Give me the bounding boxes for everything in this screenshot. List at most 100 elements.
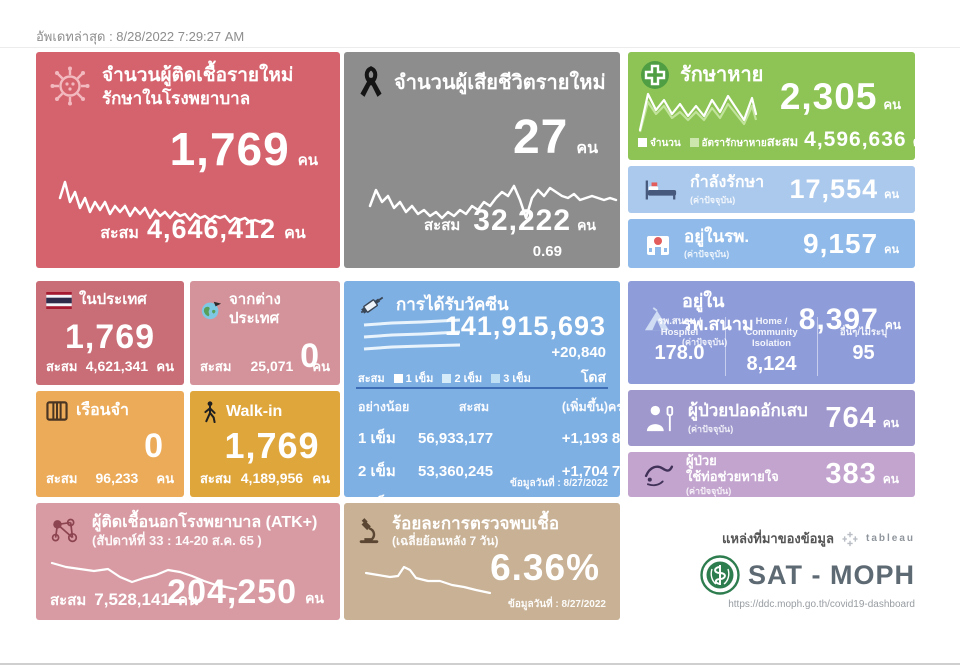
new-deaths-unit: คน [576, 140, 598, 157]
breakdown-home-isolation: Home / Community Isolation 8,124 [725, 316, 817, 376]
new-deaths-value: 27 [512, 111, 569, 164]
new-cases-cum-value: 4,646,412 [146, 214, 277, 244]
dose2-swatch [442, 374, 452, 383]
walkin-cum-unit: คน [312, 471, 330, 486]
panel-domestic[interactable]: ในประเทศ 1,769 สะสม 4,621,341 คน [36, 281, 184, 385]
medical-cross-icon [640, 60, 670, 90]
vaccine-row3-delta: +17,943 [530, 496, 608, 497]
panel-abroad[interactable]: จากต่างประเทศ 0 สะสม 25,071 คน [190, 281, 340, 385]
tableau-wordmark: tableau [865, 533, 915, 544]
vaccine-delta: +20,840 [551, 344, 606, 361]
panel-atk[interactable]: ผู้ติดเชื้อนอกโรงพยาบาล (ATK+) (สัปดาห์ท… [36, 503, 340, 620]
pneumonia-subtitle: (ค่าปัจจุบัน) [688, 423, 734, 434]
source-name: SAT - MOPH [748, 559, 915, 590]
walkin-title: Walk-in [226, 403, 283, 420]
breakdown-hospitel: รพ.สนาม / Hospitel 178.0 [634, 316, 725, 376]
field-hospital-value: 8,397 [798, 302, 879, 336]
breakdown-home-isolation-value: 8,124 [746, 353, 797, 375]
patient-iv-icon [644, 403, 676, 433]
vaccine-trend-lines [363, 318, 461, 351]
panel-recovered[interactable]: รักษาหาย 2,305 คน จำนวน อัตรารักษาหาย สะ… [628, 52, 915, 160]
ventilator-title-line1: ผู้ป่วย [686, 453, 717, 469]
panel-new-deaths[interactable]: จำนวนผู้เสียชีวิตรายใหม่ 27 คน สะสม 32,2… [344, 52, 620, 268]
breakdown-other-value: 95 [852, 342, 875, 365]
vaccine-table: อย่างน้อย สะสม (เพิ่มขึ้น) ครอบคลุม 1 เข… [358, 397, 620, 497]
abroad-cum-label: สะสม [200, 359, 232, 374]
new-deaths-rate: 0.69 [532, 243, 562, 260]
vaccine-divider [356, 387, 608, 389]
panel-pneumonia[interactable]: ผู้ป่วยปอดอักเสบ (ค่าปัจจุบัน) 764 คน [628, 390, 915, 446]
prison-title: เรือนจำ [76, 402, 129, 419]
breakdown-other-label: อื่นๆ/ไม่ระบุ [839, 327, 888, 339]
panel-in-treatment[interactable]: กำลังรักษา (ค่าปัจจุบัน) 17,554 คน [628, 166, 915, 213]
vaccine-row1-cum: 56,933,177 [418, 430, 494, 447]
dose1-swatch [393, 374, 403, 383]
in-hospital-value: 9,157 [803, 227, 879, 259]
breakdown-hospitel-value: 178.0 [654, 342, 705, 365]
dose1-label: 1 เข็ม [405, 373, 434, 385]
recovered-legend: จำนวน อัตรารักษาหาย [638, 136, 767, 151]
atk-value: 204,250 [167, 573, 298, 611]
new-cases-sparkline [58, 180, 267, 224]
microscope-icon [356, 518, 382, 544]
walking-person-icon [202, 401, 218, 423]
breakdown-home-isolation-label: Home / Community Isolation [745, 316, 798, 350]
in-treatment-value: 17,554 [789, 174, 879, 204]
panel-field-hospital[interactable]: อยู่ในรพ.สนาม (ค่าปัจจุบัน) 8,397 คน รพ.… [628, 281, 915, 384]
in-hospital-subtitle: (ค่าปัจจุบัน) [684, 249, 730, 260]
vaccine-th-coverage: ครอบคลุม [608, 400, 620, 414]
pneumonia-value: 764 [825, 401, 877, 434]
recovered-value: 2,305 [779, 76, 878, 117]
dose3-label: 3 เข็ม [503, 373, 531, 385]
ventilator-unit: คน [882, 472, 899, 486]
legend-rate-label: อัตรารักษาหาย [701, 138, 767, 149]
atk-sparkline [50, 561, 238, 591]
panel-vaccine[interactable]: การได้รับวัคซีน 141,915,693 +20,840 สะสม… [344, 281, 620, 497]
panel-in-hospital[interactable]: อยู่ในรพ. (ค่าปัจจุบัน) 9,157 คน [628, 219, 915, 268]
source-block: แหล่งที่มาของข้อมูล tableau [628, 528, 915, 610]
recovered-sparkline [638, 92, 758, 133]
abroad-title: จากต่างประเทศ [229, 291, 281, 327]
tableau-logo-icon [842, 531, 858, 547]
legend-count-label: จำนวน [650, 138, 681, 149]
vaccine-legend-label: สะสม [358, 373, 385, 385]
vaccine-th-atleast: อย่างน้อย [358, 400, 410, 414]
positive-rate-sparkline [364, 565, 492, 595]
domestic-cum-value: 4,621,341 [85, 358, 149, 374]
in-treatment-unit: คน [884, 189, 899, 201]
walkin-cum-value: 4,189,956 [240, 470, 304, 486]
hospital-building-icon [644, 230, 672, 258]
field-hospital-subtitle: (ค่าปัจจุบัน) [682, 337, 728, 347]
vaccine-row3-dose: 3 เข็ม [358, 492, 418, 497]
vaccine-row2-delta: +1,704 [561, 463, 608, 480]
new-cases-title: จำนวนผู้ติดเชื้อรายใหม่ [102, 65, 294, 86]
ventilator-subtitle: (ค่าปัจจุบัน) [686, 485, 732, 496]
new-cases-cum-unit: คน [284, 225, 306, 242]
mourning-ribbon-icon [358, 66, 384, 100]
vaccine-legend: สะสม 1 เข็ม 2 เข็ม 3 เข็ม [358, 369, 531, 387]
vaccine-th-cum: สะสม [458, 400, 490, 414]
recovered-title: รักษาหาย [680, 63, 764, 86]
recovered-cum-label: สะสม [766, 134, 799, 149]
abroad-cum-value: 25,071 [250, 358, 294, 374]
legend-rate-swatch [689, 138, 699, 147]
walkin-value: 1,769 [224, 425, 320, 466]
panel-walkin[interactable]: Walk-in 1,769 สะสม 4,189,956 คน [190, 391, 340, 497]
source-label: แหล่งที่มาของข้อมูล [722, 531, 834, 546]
in-hospital-unit: คน [884, 243, 899, 256]
source-url[interactable]: https://ddc.moph.go.th/covid19-dashboard [728, 599, 915, 610]
syringe-icon [358, 291, 386, 319]
panel-positive-rate[interactable]: ร้อยละการตรวจพบเชื้อ (เฉลี่ยย้อนหลัง 7 ว… [344, 503, 620, 620]
panel-new-cases[interactable]: จำนวนผู้ติดเชื้อรายใหม่ รักษาในโรงพยาบาล… [36, 52, 340, 268]
tent-icon [642, 306, 672, 333]
atk-cum-unit: คน [177, 592, 199, 609]
panel-prison[interactable]: เรือนจำ 0 สะสม 96,233 คน [36, 391, 184, 497]
globe-plane-icon [200, 299, 222, 321]
recovered-cum-value: 4,596,636 [804, 128, 907, 151]
recovered-cum-unit: คน [913, 131, 915, 152]
panel-ventilator[interactable]: ผู้ป่วย ใช้ท่อช่วยหายใจ (ค่าปัจจุบัน) 38… [628, 452, 915, 497]
new-deaths-cum-unit: คน [577, 217, 596, 233]
positive-rate-title: ร้อยละการตรวจพบเชื้อ [392, 514, 560, 533]
recovered-unit: คน [883, 97, 901, 112]
